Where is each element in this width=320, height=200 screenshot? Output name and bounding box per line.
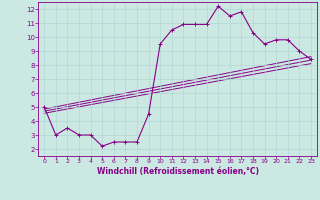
X-axis label: Windchill (Refroidissement éolien,°C): Windchill (Refroidissement éolien,°C) xyxy=(97,167,259,176)
